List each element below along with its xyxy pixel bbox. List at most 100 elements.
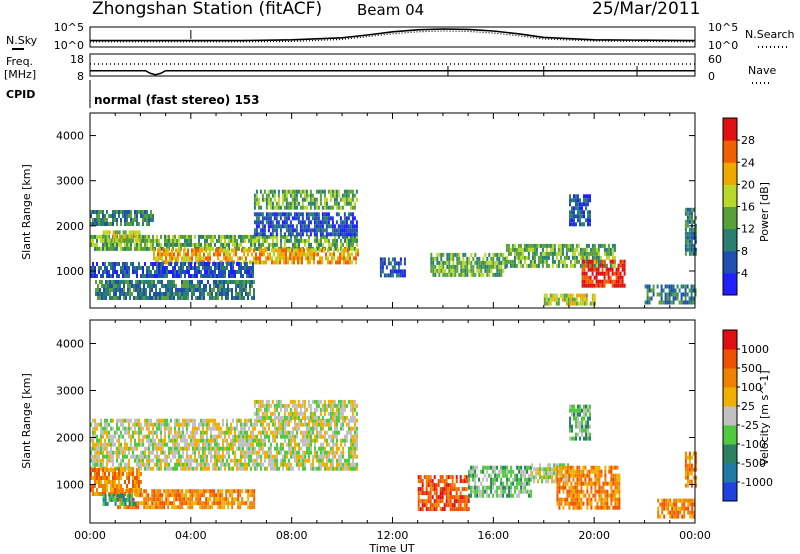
noise-panel-frame xyxy=(89,26,696,48)
nsky-tick-top: 10^5 xyxy=(54,21,84,34)
station-title: Zhongshan Station (fitACF) xyxy=(92,0,322,19)
velocity-region-8 xyxy=(556,465,621,510)
mode-label: normal (fast stereo) 153 xyxy=(94,93,260,107)
power-region-10 xyxy=(505,243,616,268)
cbar-swatch-7 xyxy=(723,118,737,141)
power-region-6 xyxy=(253,212,358,237)
velocity-region-11 xyxy=(684,451,697,488)
cbar-tick-label-3: 25 xyxy=(741,400,755,413)
power-region-12 xyxy=(543,293,596,306)
power-ylabel: Slant Range [km] xyxy=(20,164,33,260)
cbar-swatch-1 xyxy=(723,463,737,483)
cbar-tick-label-5: -100 xyxy=(741,438,766,451)
velocity-colorbar-label: Velocity [m s^-1] xyxy=(758,370,771,465)
noise-lines xyxy=(90,28,696,43)
nsky-tick-bottom: 10^0 xyxy=(54,39,84,52)
xtick-label-5: 20:00 xyxy=(578,529,610,542)
velocity-region-6 xyxy=(468,465,533,498)
velocity-region-5 xyxy=(417,475,470,512)
cbar-tick-label-7: -1000 xyxy=(741,476,773,489)
cbar-tick-label-5: 24 xyxy=(741,156,755,169)
power-colorbar-label: Power [dB] xyxy=(758,182,771,242)
power-region-14 xyxy=(644,284,697,305)
time-axis-labels: 00:00 04:00 08:00 12:00 16:00 20:00 00:00 xyxy=(74,529,711,542)
cbar-tick-label-3: 16 xyxy=(741,201,755,214)
velocity-region-4 xyxy=(102,493,137,506)
velocity-region-3 xyxy=(115,489,256,510)
ytick-label-0: 1000 xyxy=(56,478,84,491)
xtick-label-1: 04:00 xyxy=(175,529,207,542)
velocity-ylabel: Slant Range [km] xyxy=(20,373,33,469)
power-region-7 xyxy=(253,189,358,210)
xtick-label-3: 12:00 xyxy=(377,529,409,542)
power-region-8 xyxy=(379,257,406,278)
cbar-swatch-5 xyxy=(723,162,737,185)
time-axis-title: Time UT xyxy=(368,542,414,554)
beam-label: Beam 04 xyxy=(357,1,424,19)
cbar-swatch-4 xyxy=(723,184,737,207)
freq-tick-top: 18 xyxy=(70,53,84,66)
cbar-swatch-2 xyxy=(723,228,737,252)
ytick-label-3: 4000 xyxy=(56,130,84,143)
freq-tick-bottom: 8 xyxy=(77,70,84,83)
date-label: 25/Mar/2011 xyxy=(592,0,700,19)
power-region-15 xyxy=(684,207,697,256)
power-region-2 xyxy=(90,210,154,226)
velocity-region-7 xyxy=(531,463,570,484)
cbar-swatch-5 xyxy=(723,387,737,407)
velocity-region-2 xyxy=(90,468,142,496)
power-region-3 xyxy=(102,230,141,243)
cbar-swatch-2 xyxy=(723,444,737,464)
cbar-swatch-1 xyxy=(723,250,737,274)
cbar-tick-label-2: 12 xyxy=(741,223,755,236)
power-cells xyxy=(90,189,697,306)
ytick-label-0: 1000 xyxy=(56,265,84,278)
nsearch-tick-bottom: 10^0 xyxy=(708,39,738,52)
ytick-label-2: 3000 xyxy=(56,175,84,188)
nave-label: Nave xyxy=(748,64,776,77)
ytick-label-3: 4000 xyxy=(56,337,84,350)
noise-series-nsky xyxy=(90,28,696,42)
power-region-4 xyxy=(90,262,254,278)
ytick-label-1: 2000 xyxy=(56,220,84,233)
nave-tick-top: 60 xyxy=(708,53,722,66)
nsky-label: N.Sky xyxy=(6,34,38,47)
nave-tick-bottom: 0 xyxy=(708,70,715,83)
cbar-tick-label-0: 1000 xyxy=(741,343,769,356)
power-axes: 1000 2000 3000 4000 xyxy=(56,113,696,308)
xtick-label-6: 00:00 xyxy=(679,529,711,542)
freq-lines xyxy=(90,63,695,76)
nsearch-tick-top: 10^5 xyxy=(708,21,738,34)
velocity-region-10 xyxy=(657,498,696,519)
power-region-9 xyxy=(430,252,507,277)
cbar-swatch-6 xyxy=(723,140,737,163)
cbar-tick-label-1: 500 xyxy=(741,362,762,375)
power-region-13 xyxy=(569,194,591,227)
cbar-tick-label-6: 28 xyxy=(741,134,755,147)
power-region-11 xyxy=(581,259,626,288)
cbar-tick-label-0: 4 xyxy=(741,267,748,280)
freq-label: Freq. xyxy=(6,55,33,68)
cbar-swatch-6 xyxy=(723,368,737,388)
cbar-swatch-4 xyxy=(723,406,737,426)
cbar-swatch-7 xyxy=(723,349,737,369)
velocity-region-0 xyxy=(90,418,358,471)
ytick-label-1: 2000 xyxy=(56,431,84,444)
cbar-swatch-3 xyxy=(723,425,737,445)
cbar-swatch-0 xyxy=(723,272,737,296)
xtick-label-0: 00:00 xyxy=(74,529,106,542)
cbar-tick-label-1: 8 xyxy=(741,245,748,258)
cbar-swatch-8 xyxy=(723,330,737,350)
xtick-label-2: 08:00 xyxy=(276,529,308,542)
cbar-frame xyxy=(722,329,738,502)
cbar-tick-label-4: -25 xyxy=(741,419,759,432)
cbar-swatch-3 xyxy=(723,206,737,230)
velocity-region-1 xyxy=(253,399,358,420)
freq-panel-frame xyxy=(89,53,696,77)
nsearch-label: N.Search xyxy=(745,28,795,41)
power-colorbar: 4 8 12 16 20 24 28 xyxy=(722,117,755,296)
velocity-colorbar: 1000 500 100 25 -25 -100 -500 -1000 xyxy=(722,329,773,502)
cbar-tick-label-2: 100 xyxy=(741,381,762,394)
power-region-5 xyxy=(95,280,255,300)
